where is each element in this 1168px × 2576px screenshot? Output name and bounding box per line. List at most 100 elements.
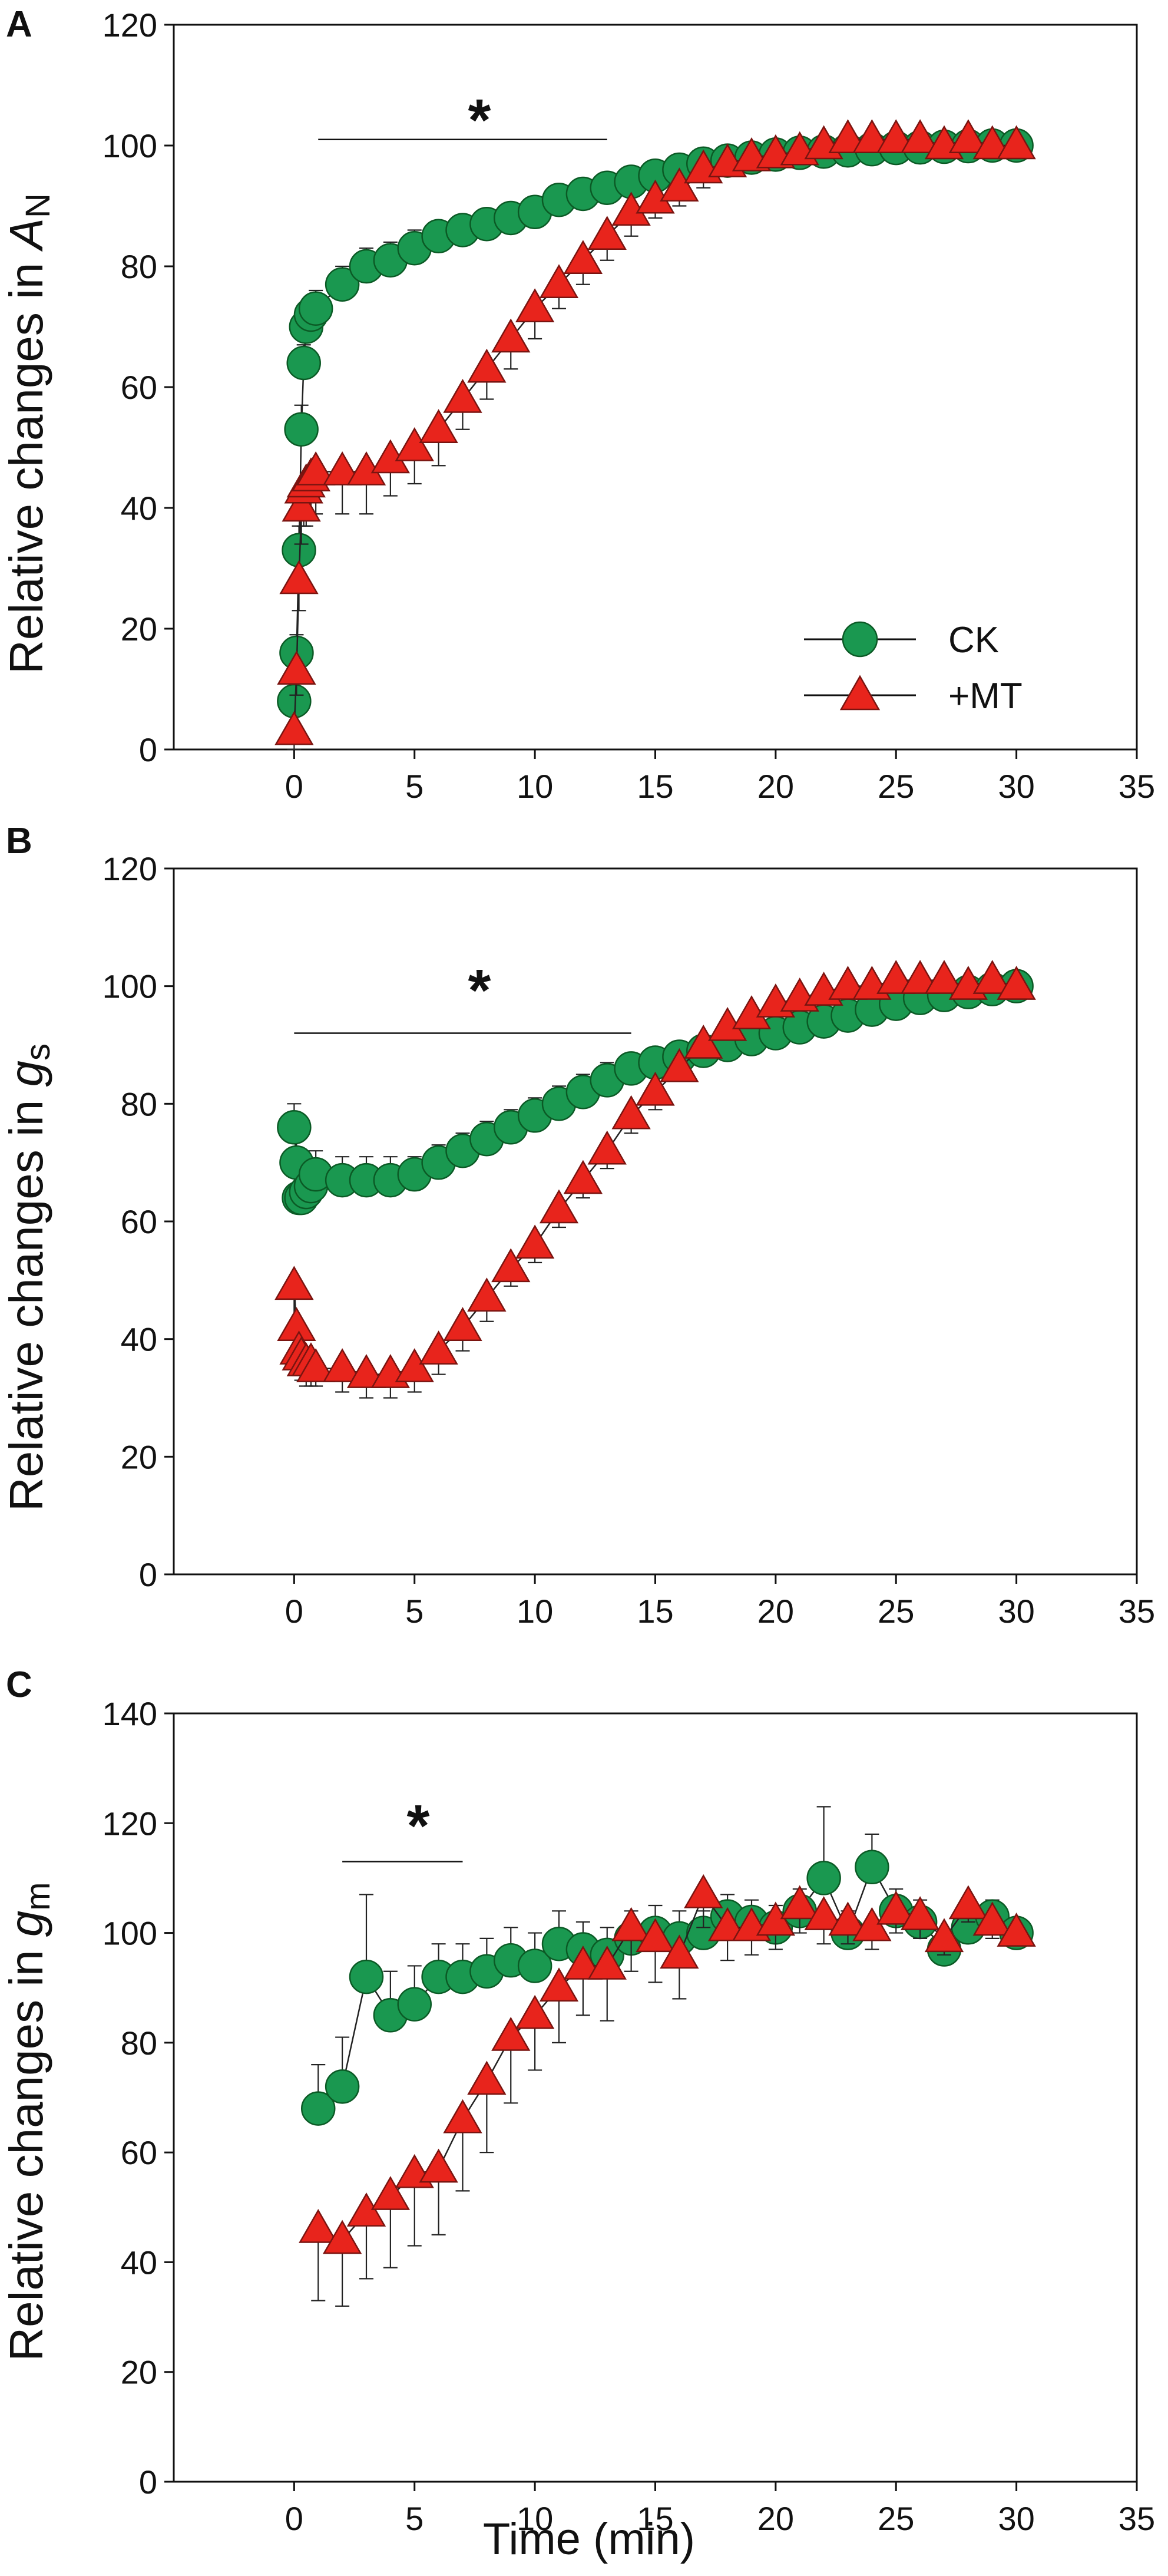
data-point-mt xyxy=(539,1189,579,1224)
y-tick-label: 0 xyxy=(139,731,157,768)
data-point-mt xyxy=(443,1307,482,1341)
data-point-mt xyxy=(539,1967,579,2002)
data-point-ck xyxy=(517,1948,552,1983)
x-tick-label: 0 xyxy=(285,768,303,805)
data-point-mt xyxy=(924,960,964,994)
data-point-ck xyxy=(301,2091,336,2126)
data-point-mt xyxy=(587,1945,627,1980)
y-tick-label: 120 xyxy=(102,1805,157,1842)
x-tick-label: 5 xyxy=(405,2500,423,2537)
data-point-mt xyxy=(972,960,1012,994)
data-point-mt xyxy=(684,1024,723,1059)
data-point-mt xyxy=(443,378,482,413)
data-point-mt xyxy=(491,318,531,353)
data-point-ck xyxy=(349,1959,384,1994)
data-point-mt xyxy=(322,451,362,486)
data-point-mt xyxy=(587,1130,627,1165)
data-point-mt xyxy=(443,2099,482,2134)
panel-b-significance-star: * xyxy=(468,957,491,1023)
y-tick-label: 20 xyxy=(121,1438,157,1475)
y-tick-label: 40 xyxy=(121,2244,157,2281)
data-point-mt xyxy=(296,1348,336,1382)
x-tick-label: 30 xyxy=(998,768,1034,805)
data-point-mt xyxy=(395,427,434,461)
y-tick-label: 60 xyxy=(121,369,157,406)
series-mt-line xyxy=(293,138,1017,732)
x-tick-label: 25 xyxy=(878,2500,914,2537)
data-point-mt xyxy=(419,1330,458,1365)
data-point-mt xyxy=(636,1071,675,1106)
data-point-mt xyxy=(563,1945,603,1980)
data-point-mt xyxy=(515,1994,555,2029)
x-tick-label: 35 xyxy=(1119,1593,1155,1630)
x-axis-title: Time (min) xyxy=(483,2514,695,2564)
data-point-mt xyxy=(852,119,892,153)
x-tick-label: 20 xyxy=(757,768,794,805)
data-point-mt xyxy=(274,711,314,745)
data-point-mt xyxy=(997,125,1036,160)
y-tick-label: 20 xyxy=(121,2354,157,2391)
y-tick-label: 0 xyxy=(139,1556,157,1593)
data-point-mt xyxy=(780,1885,819,1920)
data-point-mt xyxy=(972,1901,1012,1936)
x-tick-label: 20 xyxy=(757,1593,794,1630)
data-point-mt xyxy=(274,1266,314,1300)
panel-b: B Relative changes in gs * 0204060801001… xyxy=(0,821,1155,1630)
data-point-mt xyxy=(296,451,336,486)
y-tick-label: 60 xyxy=(121,2134,157,2171)
panel-c-letter: C xyxy=(6,1665,32,1705)
legend-ck-label: CK xyxy=(948,620,999,660)
data-point-mt xyxy=(539,264,579,298)
data-point-mt xyxy=(419,2148,458,2183)
data-point-mt xyxy=(467,2060,507,2095)
x-tick-label: 35 xyxy=(1119,768,1155,805)
data-point-mt xyxy=(660,167,699,202)
data-point-ck xyxy=(806,1861,841,1895)
panel-b-ylabel: Relative changes in gs xyxy=(0,1043,57,1511)
data-point-ck xyxy=(325,2069,360,2104)
series-ck-line xyxy=(317,1865,1017,2109)
y-tick-label: 140 xyxy=(102,1695,157,1732)
data-point-mt xyxy=(876,960,916,994)
x-tick-label: 5 xyxy=(405,1593,423,1630)
data-point-mt xyxy=(277,650,316,685)
data-point-mt xyxy=(515,1224,555,1259)
data-point-ck xyxy=(277,1110,312,1145)
panel-a-ylabel: Relative changes in AN xyxy=(0,193,57,674)
x-tick-label: 35 xyxy=(1119,2500,1155,2537)
y-tick-label: 120 xyxy=(102,6,157,44)
data-point-ck xyxy=(855,1850,889,1885)
data-point-mt xyxy=(322,1348,362,1382)
x-tick-label: 30 xyxy=(998,1593,1034,1630)
data-point-mt xyxy=(587,216,627,250)
data-point-mt xyxy=(299,2209,338,2243)
data-point-mt xyxy=(948,1885,988,1920)
data-point-mt xyxy=(876,119,916,153)
data-point-mt xyxy=(279,560,319,595)
x-tick-label: 10 xyxy=(517,768,553,805)
data-point-ck xyxy=(286,345,321,381)
y-tick-label: 0 xyxy=(139,2463,157,2501)
legend-mt-label: +MT xyxy=(948,676,1023,716)
data-point-ck xyxy=(397,1987,432,2022)
data-point-mt xyxy=(611,1907,651,1941)
y-tick-label: 20 xyxy=(121,610,157,648)
panel-a: A Relative changes in AN * CK +MT 0 20 40 6… xyxy=(0,4,1155,805)
x-tick-label: 25 xyxy=(878,1593,914,1630)
data-point-mt xyxy=(419,409,458,443)
data-point-mt xyxy=(997,1913,1036,1947)
x-tick-label: 10 xyxy=(517,2500,553,2537)
data-point-mt xyxy=(900,119,940,153)
x-tick-label: 15 xyxy=(637,1593,673,1630)
data-point-mt xyxy=(491,2017,531,2051)
x-tick-label: 5 xyxy=(405,768,423,805)
data-point-mt xyxy=(684,1874,723,1908)
x-tick-label: 15 xyxy=(637,768,673,805)
x-tick-label: 10 xyxy=(517,1593,553,1630)
panel-a-letter: A xyxy=(6,4,32,45)
y-tick-label: 100 xyxy=(102,1915,157,1952)
series-ck-line xyxy=(293,144,1017,702)
data-point-mt xyxy=(828,966,868,1000)
y-tick-label: 40 xyxy=(121,1321,157,1358)
